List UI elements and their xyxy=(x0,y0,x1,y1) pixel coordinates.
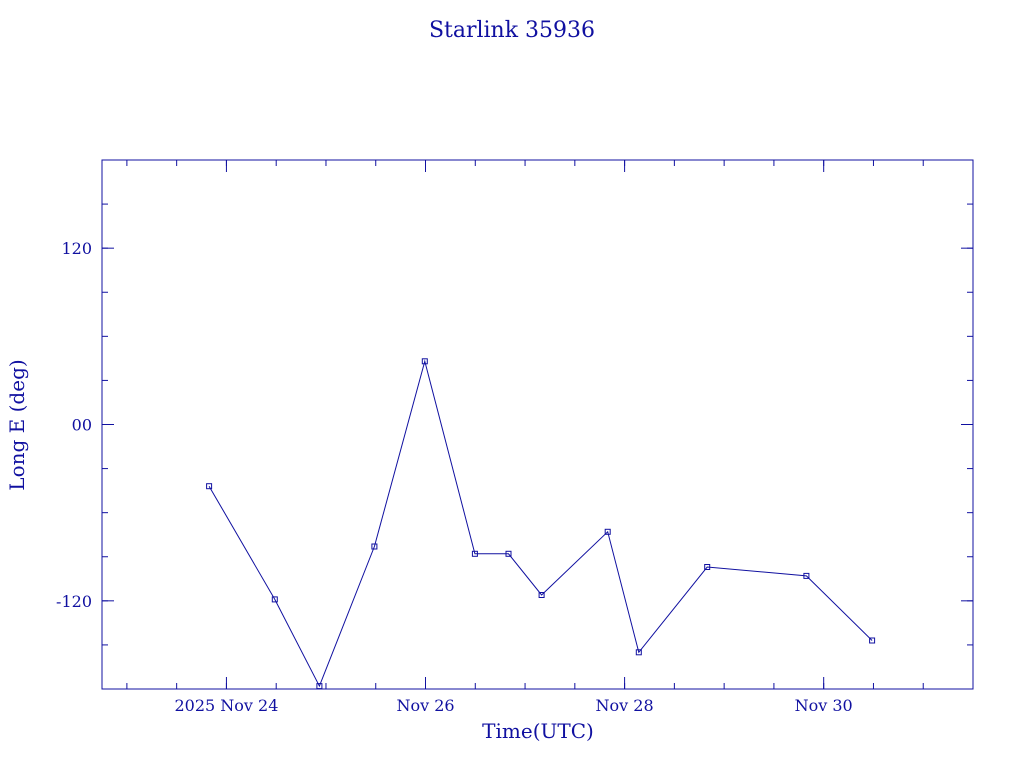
chart-title: Starlink 35936 xyxy=(429,18,595,43)
y-axis: 120 00 -120 xyxy=(56,159,973,690)
data-point xyxy=(421,358,428,365)
data-point xyxy=(604,528,611,535)
y-axis-label: Long E (deg) xyxy=(5,359,29,490)
data-point xyxy=(471,550,478,557)
data-point xyxy=(271,596,278,603)
data-point xyxy=(538,592,545,598)
data-point xyxy=(635,649,642,656)
data-point xyxy=(505,550,512,557)
x-axis: 2025 Nov 24 Nov 26 Nov 28 Nov 30 xyxy=(126,160,974,715)
series-layer xyxy=(206,358,876,690)
data-point xyxy=(704,564,711,570)
data-point xyxy=(206,483,213,490)
data-point xyxy=(371,543,378,550)
x-tick-label: 2025 Nov 24 xyxy=(174,696,278,715)
y-tick-label: 120 xyxy=(61,239,92,258)
x-tick-label: Nov 28 xyxy=(596,696,654,715)
plot-frame xyxy=(101,159,974,690)
data-point xyxy=(869,637,876,644)
data-point xyxy=(316,683,323,690)
y-tick-label: -120 xyxy=(56,592,92,611)
x-axis-label: Time(UTC) xyxy=(482,719,594,743)
x-tick-label: Nov 26 xyxy=(396,696,454,715)
x-tick-label: Nov 30 xyxy=(795,696,853,715)
y-tick-label: 00 xyxy=(72,416,92,435)
series-line xyxy=(208,359,873,688)
data-point xyxy=(803,572,810,579)
